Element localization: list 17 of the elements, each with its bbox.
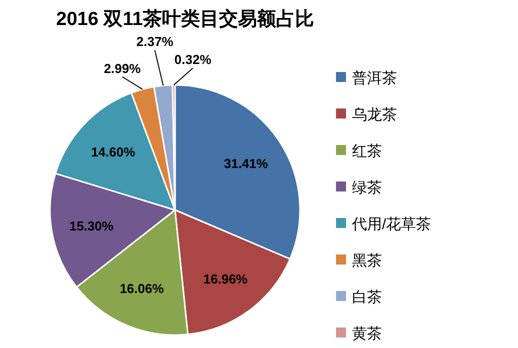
data-label: 14.60% xyxy=(91,144,136,160)
legend-label: 代用/花草茶 xyxy=(351,216,432,233)
legend-label: 黄茶 xyxy=(352,326,382,342)
data-label: 2.99% xyxy=(104,60,142,76)
legend-label: 普洱茶 xyxy=(352,70,397,87)
chart-title: 2016 双11茶叶类目交易额占比 xyxy=(56,8,314,30)
data-label: 31.41% xyxy=(224,156,268,172)
legend-label: 白茶 xyxy=(352,289,382,306)
legend-label: 红茶 xyxy=(352,143,382,160)
data-label: 16.96% xyxy=(203,271,248,286)
data-label: 2.37% xyxy=(136,34,174,50)
legend-label: 乌龙茶 xyxy=(352,106,397,124)
data-label: 15.30% xyxy=(69,218,114,234)
legend-label: 黑茶 xyxy=(352,252,382,270)
data-label: 16.06% xyxy=(120,281,164,296)
legend-label: 绿茶 xyxy=(352,180,382,196)
data-label: 0.32% xyxy=(174,52,212,68)
